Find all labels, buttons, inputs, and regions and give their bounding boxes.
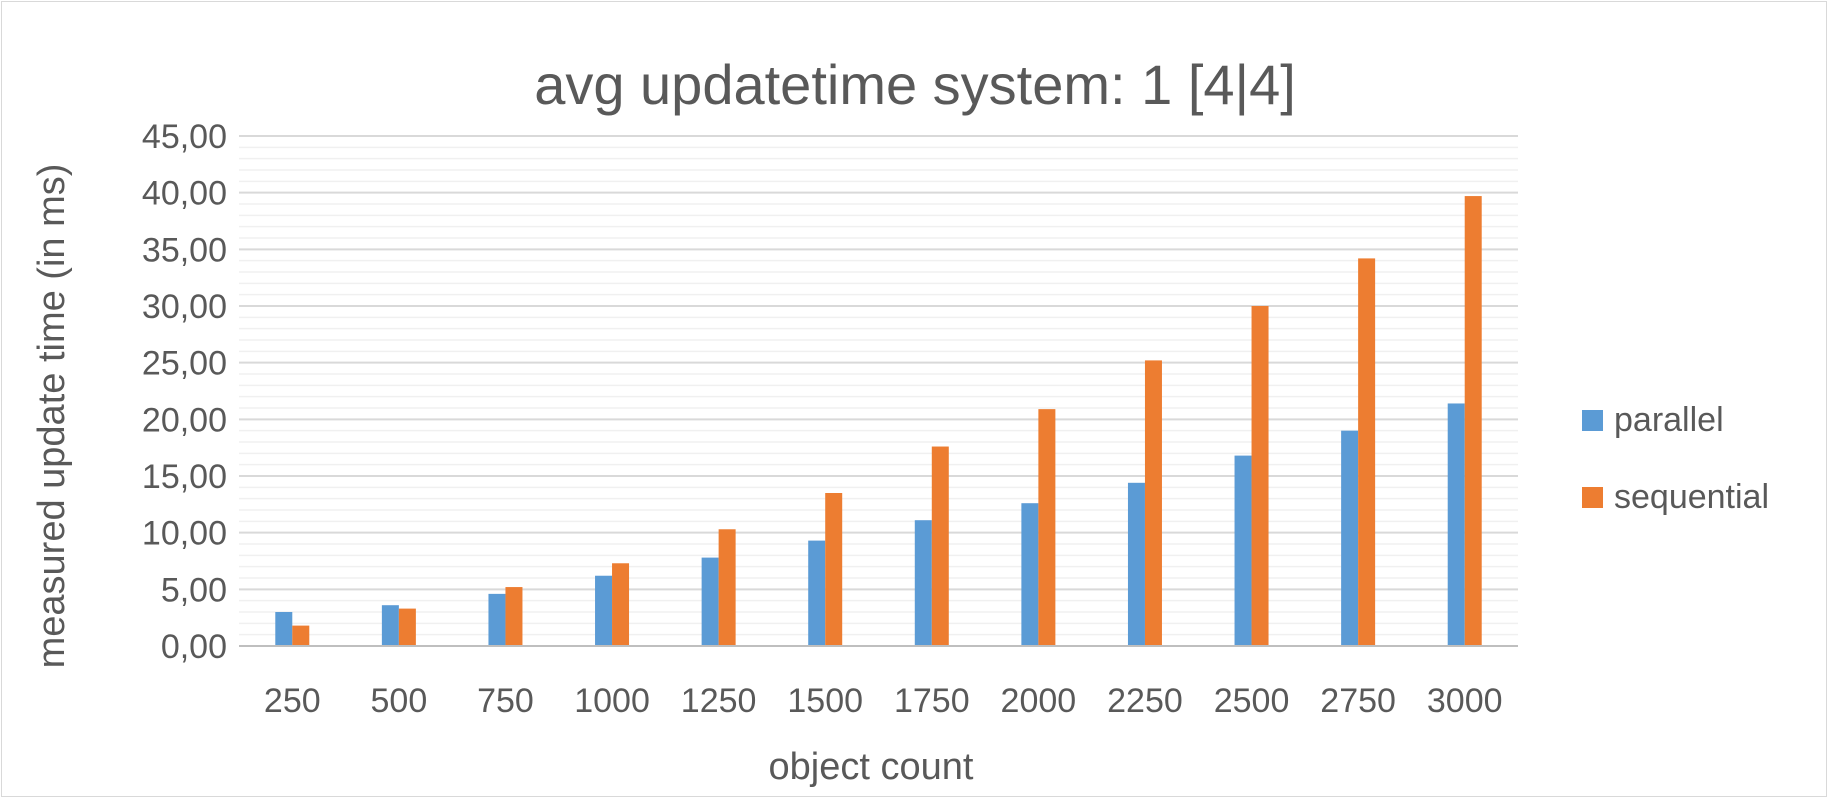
legend-label-sequential: sequential — [1614, 478, 1769, 516]
x-tick-label: 1750 — [894, 682, 970, 720]
x-tick-label: 1500 — [787, 682, 863, 720]
legend-swatch-sequential — [1582, 487, 1603, 508]
bar-sequential-3000 — [1464, 196, 1482, 647]
x-axis-label: object count — [769, 746, 974, 788]
x-tick-label: 750 — [477, 682, 534, 720]
chart-title: avg updatetime system: 1 [4|4] — [534, 53, 1296, 116]
x-tick-label: 3000 — [1427, 682, 1503, 720]
bar-parallel-1000 — [595, 575, 613, 646]
y-tick-label: 20,00 — [142, 401, 227, 439]
x-tick-label: 250 — [264, 682, 321, 720]
bar-sequential-750 — [505, 587, 523, 646]
y-axis-tick-labels: 0,00 5,00 10,00 15,00 20,00 25,00 30,00 35,00 40… — [142, 118, 227, 666]
legend-swatch-parallel — [1582, 410, 1603, 431]
bar-sequential-2500 — [1251, 306, 1269, 646]
bar-sequential-1500 — [825, 493, 843, 646]
bar-sequential-1000 — [612, 563, 630, 646]
legend: parallel sequential — [1582, 401, 1769, 516]
x-tick-label: 2750 — [1320, 682, 1396, 720]
bars — [275, 196, 1482, 647]
bar-parallel-2250 — [1127, 482, 1145, 646]
y-tick-label: 35,00 — [142, 231, 227, 269]
grid-lines — [239, 135, 1518, 636]
bar-sequential-1250 — [718, 529, 736, 646]
bar-parallel-500 — [381, 605, 399, 646]
bar-parallel-3000 — [1447, 403, 1465, 646]
y-tick-label: 30,00 — [142, 288, 227, 326]
bar-sequential-1750 — [931, 446, 949, 646]
bar-sequential-500 — [398, 608, 416, 646]
bar-sequential-2000 — [1038, 409, 1056, 646]
y-tick-label: 5,00 — [161, 571, 227, 609]
bar-parallel-2000 — [1021, 503, 1039, 646]
y-tick-label: 0,00 — [161, 628, 227, 666]
x-tick-label: 1000 — [574, 682, 650, 720]
x-tick-label: 1250 — [681, 682, 757, 720]
bar-parallel-2500 — [1234, 455, 1252, 646]
y-axis-label: measured update time (in ms) — [31, 164, 73, 669]
bar-parallel-1250 — [701, 557, 719, 646]
x-axis-tick-labels: 250 500 750 1000 1250 1500 1750 2000 2250 2500 275… — [264, 682, 1503, 720]
y-tick-label: 45,00 — [142, 118, 227, 156]
x-tick-label: 2500 — [1214, 682, 1290, 720]
bar-sequential-2750 — [1358, 258, 1376, 646]
bar-parallel-250 — [275, 612, 293, 646]
bar-parallel-1500 — [808, 540, 826, 646]
bar-sequential-250 — [292, 625, 310, 646]
y-tick-label: 25,00 — [142, 345, 227, 383]
bar-sequential-2250 — [1144, 360, 1162, 646]
bar-parallel-1750 — [914, 520, 932, 646]
legend-label-parallel: parallel — [1614, 401, 1724, 439]
bar-parallel-750 — [488, 593, 506, 646]
y-tick-label: 40,00 — [142, 175, 227, 213]
y-tick-label: 10,00 — [142, 515, 227, 553]
x-tick-label: 500 — [371, 682, 428, 720]
x-tick-label: 2000 — [1001, 682, 1077, 720]
x-tick-label: 2250 — [1107, 682, 1183, 720]
y-tick-label: 15,00 — [142, 458, 227, 496]
bar-parallel-2750 — [1341, 430, 1359, 646]
